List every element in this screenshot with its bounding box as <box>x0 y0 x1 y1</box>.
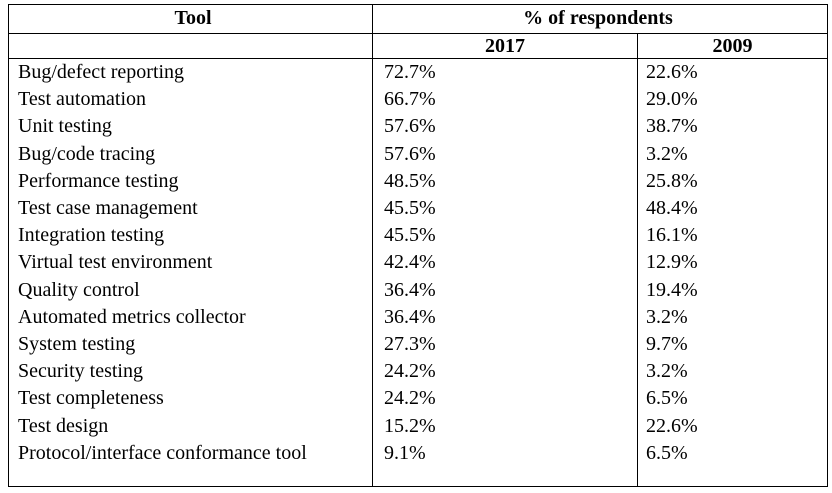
percent-2009-cell: 6.5% <box>646 387 688 410</box>
table-bottom-border <box>8 486 828 487</box>
percent-2009-cell: 3.2% <box>646 360 688 383</box>
percent-2009-cell: 16.1% <box>646 224 698 247</box>
tool-cell: Integration testing <box>18 224 165 247</box>
tool-cell: Test design <box>18 414 109 437</box>
percent-2009-cell: 48.4% <box>646 197 698 219</box>
tool-cell: Test automation <box>18 88 147 111</box>
percent-2017-cell: 48.5% <box>384 169 436 192</box>
header-tool: Tool <box>174 7 212 29</box>
header-divider-upper <box>8 33 828 34</box>
table-right-border <box>827 4 828 487</box>
percent-2017-cell: 27.3% <box>384 333 436 355</box>
table-top-border <box>8 4 828 5</box>
percent-2009-cell: 19.4% <box>646 278 698 301</box>
percent-2009-cell: 25.8% <box>646 169 698 192</box>
percent-2009-cell: 3.2% <box>646 305 688 328</box>
percent-2009-cell: 22.6% <box>646 61 698 83</box>
percent-2009-cell: 29.0% <box>646 88 698 111</box>
table-left-border <box>8 4 9 487</box>
tool-cell: Bug/code tracing <box>18 142 156 165</box>
percent-2009-cell: 12.9% <box>646 251 698 274</box>
tool-cell: Bug/defect reporting <box>18 61 185 83</box>
percent-2017-cell: 45.5% <box>384 197 436 219</box>
percent-2017-cell: 24.2% <box>384 360 436 383</box>
header-percent-respondents: % of respondents <box>523 7 673 29</box>
percent-2009-cell: 6.5% <box>646 441 688 464</box>
tool-cell: Performance testing <box>18 169 179 192</box>
percent-2017-cell: 57.6% <box>384 142 436 165</box>
percent-2009-cell: 38.7% <box>646 115 698 138</box>
tool-cell: Test completeness <box>18 387 164 410</box>
header-year-2009: 2009 <box>712 35 753 57</box>
tool-column-divider <box>372 4 373 487</box>
percent-2017-cell: 9.1% <box>384 441 426 464</box>
header-divider-lower <box>8 58 828 59</box>
tool-cell: Quality control <box>18 278 140 301</box>
percent-2017-cell: 42.4% <box>384 251 436 274</box>
tool-cell: Unit testing <box>18 115 112 138</box>
percent-2017-cell: 36.4% <box>384 305 436 328</box>
tool-cell: Virtual test environment <box>18 251 213 274</box>
percent-2017-cell: 15.2% <box>384 414 436 437</box>
percent-2017-cell: 24.2% <box>384 387 436 410</box>
percent-2009-cell: 9.7% <box>646 333 688 355</box>
percent-2017-cell: 66.7% <box>384 88 436 111</box>
header-year-2017: 2017 <box>485 35 525 57</box>
percent-2017-cell: 45.5% <box>384 224 436 247</box>
percent-2009-cell: 3.2% <box>646 142 688 165</box>
tool-cell: System testing <box>18 333 136 355</box>
percent-2017-cell: 36.4% <box>384 278 436 301</box>
percent-2017-cell: 57.6% <box>384 115 436 138</box>
percent-2009-cell: 22.6% <box>646 414 698 437</box>
tool-cell: Test case management <box>18 197 198 219</box>
tool-cell: Security testing <box>18 360 143 383</box>
tool-cell: Protocol/interface conformance tool <box>18 441 307 464</box>
percent-2017-cell: 72.7% <box>384 61 436 83</box>
year-column-divider <box>637 33 638 487</box>
tool-cell: Automated metrics collector <box>18 305 246 328</box>
